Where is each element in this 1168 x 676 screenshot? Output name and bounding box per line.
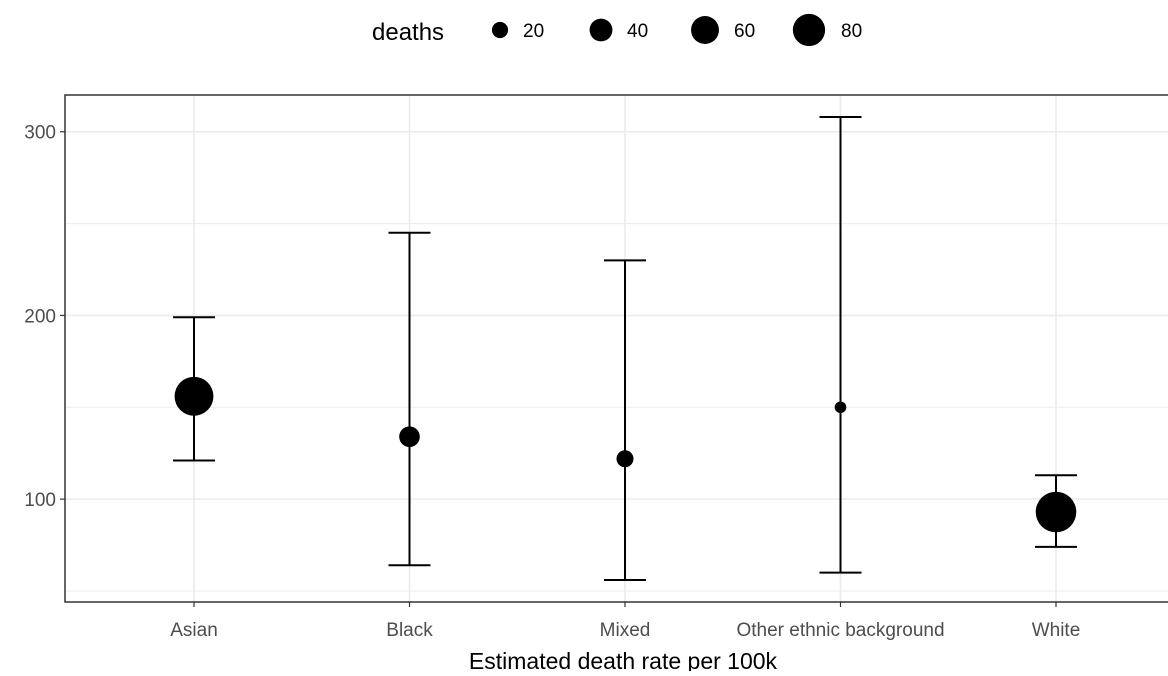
- y-tick-label: 200: [24, 306, 56, 327]
- legend-title: deaths: [372, 19, 444, 46]
- x-tick-label: Mixed: [600, 620, 651, 641]
- legend-label: 40: [627, 21, 648, 42]
- data-points: [174, 376, 1077, 533]
- data-point: [616, 450, 634, 468]
- data-point: [174, 376, 214, 416]
- legend-items: 20 40 60 80: [491, 13, 862, 47]
- plot-panel: [64, 94, 1168, 603]
- y-tick-label: 100: [24, 490, 56, 511]
- x-tick-label: Asian: [170, 620, 218, 641]
- data-point: [399, 426, 420, 447]
- y-tick-label: 300: [24, 123, 56, 144]
- legend-key: [589, 18, 613, 42]
- x-tick-label: Other ethnic background: [736, 620, 944, 641]
- data-point: [834, 401, 847, 414]
- error-bar: [388, 231, 431, 567]
- legend-label: 20: [523, 21, 544, 42]
- x-tick-label: White: [1032, 620, 1081, 641]
- legend-key: [491, 21, 509, 39]
- legend-label: 60: [734, 21, 755, 42]
- legend-key: [691, 16, 719, 44]
- legend: deaths 20 40 60 80: [372, 13, 862, 47]
- error-bar: [819, 116, 862, 574]
- error-bars: [173, 116, 1077, 581]
- legend-key: [792, 13, 826, 47]
- x-axis-title: Estimated death rate per 100k: [469, 648, 778, 671]
- y-axis-ticks: 100 200 300: [24, 123, 65, 511]
- error-bar: [604, 259, 646, 581]
- legend-label: 80: [841, 21, 862, 42]
- x-axis-ticks: Asian Black Mixed Other ethnic background Wh…: [170, 602, 1080, 641]
- x-tick-label: Black: [386, 620, 433, 641]
- data-point: [1035, 491, 1077, 533]
- panel-border: [64, 94, 1168, 603]
